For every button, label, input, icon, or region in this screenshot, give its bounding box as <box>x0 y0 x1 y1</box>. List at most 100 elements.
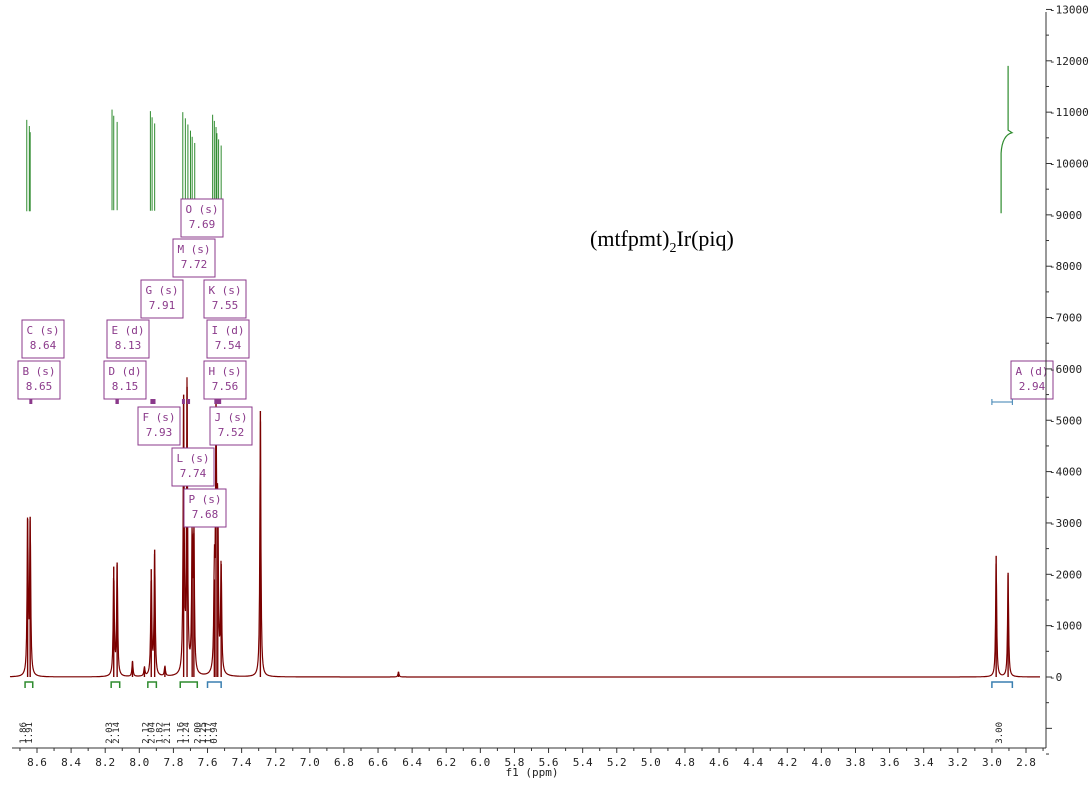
peak-label-letter: B (s) <box>22 365 55 378</box>
integral-curve <box>1000 65 1014 214</box>
peak-label-box: J (s) 7.52 <box>209 406 253 446</box>
x-tick-label: 8.4 <box>61 756 81 769</box>
peak-label-value: 7.54 <box>215 339 242 352</box>
peak-label-frame <box>103 360 147 400</box>
x-tick-label: 4.0 <box>811 756 831 769</box>
x-tick-label: 7.0 <box>300 756 320 769</box>
integral-value: 1.82 <box>155 722 165 744</box>
x-tick-label: 6.4 <box>402 756 422 769</box>
y-tick-label: -2000 <box>1049 568 1082 581</box>
x-tick-label: 5.0 <box>641 756 661 769</box>
x-tick-label: 5.2 <box>607 756 627 769</box>
peak-pick-marker <box>187 399 191 404</box>
peak-label-letter: D (d) <box>108 365 141 378</box>
peak-label-letter: G (s) <box>145 284 178 297</box>
integral-value: 1.86 <box>19 722 29 744</box>
y-tick-label: -4000 <box>1049 466 1082 479</box>
peak-label-box: H (s) 7.56 <box>203 360 247 400</box>
y-tick-label: -0 <box>1049 671 1062 684</box>
peak-label-frame <box>180 198 224 238</box>
peak-label-letter: A (d) <box>1015 365 1048 378</box>
peak-label-letter: F (s) <box>142 411 175 424</box>
x-tick-label: 3.4 <box>914 756 934 769</box>
integral-value: 1.24 <box>182 722 192 744</box>
peak-label-value: 8.13 <box>115 339 142 352</box>
integral-bracket <box>24 681 34 688</box>
peak-label-frame <box>140 279 184 319</box>
peak-pick-bracket <box>991 399 1013 405</box>
x-tick-label: 8.6 <box>27 756 47 769</box>
x-tick-label: 2.8 <box>1016 756 1036 769</box>
y-tick-label: -11000 <box>1049 106 1089 119</box>
x-tick-label: 5.6 <box>539 756 559 769</box>
peak-label-value: 8.65 <box>26 380 53 393</box>
y-tick-label: -9000 <box>1049 209 1082 222</box>
integral-value: 2.12 <box>142 722 152 744</box>
integral-bracket <box>991 681 1014 688</box>
peak-label-box: M (s) 7.72 <box>172 238 216 278</box>
peak-label-box: F (s) 7.93 <box>137 406 181 446</box>
peak-label-letter: J (s) <box>214 411 247 424</box>
x-axis: 8.6 8.4 8.2 8.0 7.8 7.6 7.4 7.2 7.0 6.8 6.6 6.4 6.2 6… <box>12 747 1046 769</box>
peak-label-value: 7.55 <box>212 299 239 312</box>
x-tick-label: 6.6 <box>368 756 388 769</box>
peak-label-box: L (s) 7.74 <box>171 447 215 487</box>
y-tick-label: -7000 <box>1049 312 1082 325</box>
peak-label-frame <box>183 488 227 528</box>
integral-value: 0.94 <box>210 722 220 744</box>
x-tick-label: 3.6 <box>880 756 900 769</box>
x-tick-label: 7.4 <box>232 756 252 769</box>
peak-label-letter: E (d) <box>111 324 144 337</box>
integral-bracket <box>110 681 121 688</box>
y-tick-label: -10000 <box>1049 158 1089 171</box>
x-tick-label: 5.8 <box>505 756 525 769</box>
peak-label-letter: O (s) <box>185 203 218 216</box>
peak-pick-marker <box>29 399 33 404</box>
y-tick-label: -8000 <box>1049 260 1082 273</box>
y-tick-label: -5000 <box>1049 414 1082 427</box>
integral-curves <box>26 65 1014 214</box>
peak-label-value: 7.93 <box>146 426 173 439</box>
x-tick-label: 6.2 <box>436 756 456 769</box>
integral-value: 2.14 <box>112 722 122 744</box>
x-tick-label: 5.4 <box>573 756 593 769</box>
spectrum-trace <box>9 377 1040 678</box>
peak-label-value: 7.69 <box>189 218 216 231</box>
peak-label-letter: C (s) <box>26 324 59 337</box>
peak-label-value: 2.94 <box>1019 380 1046 393</box>
integral-value: 1.17 <box>204 722 214 744</box>
peak-label-value: 8.15 <box>112 380 139 393</box>
peak-label-value: 7.56 <box>212 380 239 393</box>
spectrum-line <box>9 377 1040 678</box>
peak-label-value: 7.52 <box>218 426 245 439</box>
peak-pick-marker <box>150 399 156 404</box>
y-tick-label: -3000 <box>1049 517 1082 530</box>
peak-label-box: G (s) 7.91 <box>140 279 184 319</box>
x-axis-title: f1 (ppm) <box>506 766 559 779</box>
peak-pick-marker <box>214 399 222 404</box>
peak-label-box: C (s) 8.64 <box>21 319 65 359</box>
peak-label-box: B (s) 8.65 <box>17 360 61 400</box>
peak-label-box: E (d) 8.13 <box>106 319 150 359</box>
x-tick-label: 6.0 <box>470 756 490 769</box>
x-tick-label: 4.4 <box>743 756 763 769</box>
x-tick-label: 4.6 <box>709 756 729 769</box>
integral-bracket <box>147 681 158 688</box>
peak-label-frame <box>137 406 181 446</box>
y-axis: -13000 -12000 -11000 -10000 -9000 -8000 -7000 -… <box>1045 3 1089 755</box>
peak-label-frame <box>203 360 247 400</box>
peak-label-value: 7.91 <box>149 299 176 312</box>
x-tick-label: 4.8 <box>675 756 695 769</box>
integral-bracket <box>206 681 222 688</box>
peak-label-value: 7.72 <box>181 258 208 271</box>
peak-label-box: D (d) 8.15 <box>103 360 147 400</box>
peak-pick-marker <box>115 399 119 404</box>
x-tick-label: 7.2 <box>266 756 286 769</box>
peak-label-box: K (s) 7.55 <box>203 279 247 319</box>
peak-label-value: 7.68 <box>192 508 219 521</box>
integral-value: 2.03 <box>105 722 115 744</box>
integral-bracket <box>179 681 199 688</box>
peak-label-letter: M (s) <box>177 243 210 256</box>
y-tick-label: -12000 <box>1049 55 1089 68</box>
